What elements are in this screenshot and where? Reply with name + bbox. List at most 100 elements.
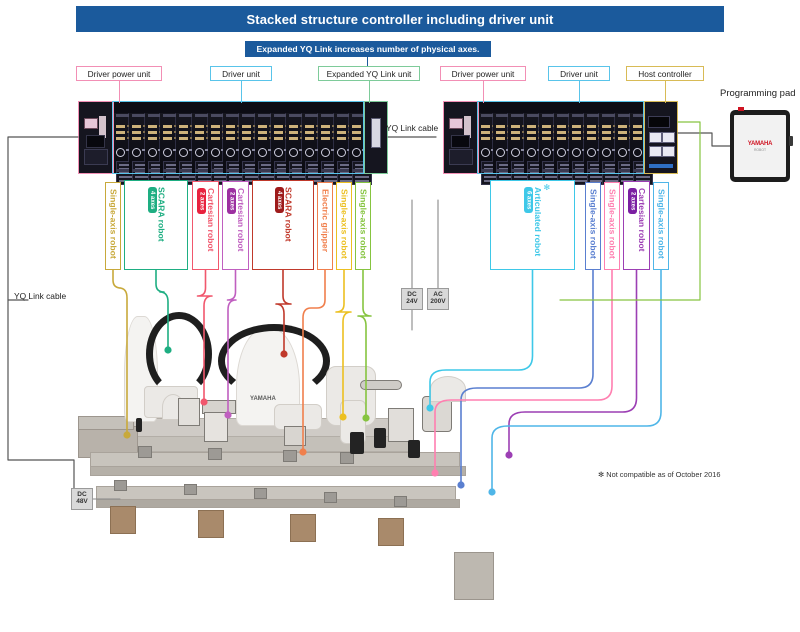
device-label-electric-gripper-left-5[interactable]: Electric gripper [317, 182, 333, 270]
card-footer [526, 169, 545, 172]
power-box-ac200v: AC 200V [427, 288, 449, 310]
card-tag [210, 114, 225, 117]
card-footer [273, 169, 292, 172]
card-rotary-dial[interactable] [511, 148, 521, 157]
callout-stem [241, 81, 242, 103]
card-leds [496, 125, 506, 143]
card-rotary-dial[interactable] [336, 148, 346, 157]
card-tag [511, 114, 526, 117]
card-leds [305, 125, 314, 143]
card-leds [163, 125, 173, 143]
device-label-row: Single-axis robot [588, 189, 598, 259]
card-rotary-dial[interactable] [320, 148, 330, 157]
device-label-scara-robot-left-4[interactable]: SCARA robot 4 axes [252, 180, 314, 270]
card-tag [632, 114, 647, 117]
bracket-expanded-yq-link-unit [364, 101, 388, 174]
card-rotary-dial[interactable] [352, 148, 362, 157]
psu-connector [464, 116, 471, 138]
device-label-single-axis-robot-left-6[interactable]: Single-axis robot [336, 182, 352, 270]
card-tag [336, 114, 351, 117]
card-tag [602, 114, 617, 117]
axis-count-badge: 4 axes [147, 187, 157, 214]
card-rotary-dial[interactable] [273, 148, 283, 157]
device-label-cartesian-robot-left-2[interactable]: Cartesian robot 2 axes [192, 181, 219, 270]
card-leds [273, 125, 283, 143]
card-leds [242, 125, 251, 143]
device-label-row: Single-axis robot [339, 189, 349, 259]
card-rotary-dial[interactable] [179, 148, 188, 157]
card-rotary-dial[interactable] [305, 148, 314, 157]
card-rotary-dial[interactable] [242, 148, 251, 157]
callout-stem [119, 81, 120, 103]
card-leds [526, 125, 536, 143]
card-leds [257, 125, 267, 143]
card-footer [179, 169, 197, 172]
device-label-articulated-robot-right-0[interactable]: Articulated robot 6 axes ✻ [490, 180, 575, 270]
card-tag [481, 114, 495, 117]
callout-stem [579, 81, 580, 103]
card-rotary-dial[interactable] [541, 148, 551, 157]
card-rotary-dial[interactable] [496, 148, 506, 157]
driver-power-unit-module-left [79, 102, 113, 173]
driver-power-unit-module-right [444, 102, 478, 173]
callout-driver-power-unit-right: Driver power unit [440, 66, 526, 81]
card-rotary-dial[interactable] [116, 148, 125, 157]
bracket-driver-power-unit-right [443, 101, 479, 174]
psu-terminal-block [449, 149, 473, 165]
card-rotary-dial[interactable] [131, 148, 141, 157]
callout-label: Host controller [638, 68, 692, 79]
card-rotary-dial[interactable] [526, 148, 536, 157]
device-name-text: SCARA robot [156, 187, 167, 242]
card-leds [289, 125, 299, 143]
card-leds [194, 125, 204, 143]
device-name-text: Cartesian robot [636, 188, 647, 252]
card-rotary-dial[interactable] [147, 148, 157, 157]
device-label-row: Cartesian robot 2 axes [627, 188, 647, 252]
device-label-row: SCARA robot 4 axes [147, 187, 166, 242]
card-rotary-dial[interactable] [194, 148, 204, 157]
bracket-driver-unit-right [477, 101, 644, 174]
psu-display [449, 118, 463, 129]
card-tag [194, 114, 209, 117]
pad-side-button[interactable] [789, 136, 793, 146]
device-name-text: Articulated robot [532, 187, 543, 257]
footnote-asterisk: ✻ [543, 183, 551, 192]
subtitle-stem [367, 57, 368, 71]
card-rotary-dial[interactable] [289, 148, 299, 157]
callout-stem [665, 81, 666, 103]
pad-screen[interactable]: YAMAHA ROBOT [734, 115, 786, 177]
card-rotary-dial[interactable] [226, 148, 236, 157]
device-label-cartesian-robot-right-3[interactable]: Cartesian robot 2 axes [623, 181, 650, 270]
device-label-row: Single-axis robot [108, 189, 118, 259]
card-footer [481, 169, 499, 172]
card-rotary-dial[interactable] [210, 148, 220, 157]
card-tag [226, 114, 241, 117]
card-tag [116, 114, 130, 117]
device-label-scara-robot-left-1[interactable]: SCARA robot 4 axes [124, 180, 188, 270]
device-label-single-axis-robot-left-0[interactable]: Single-axis robot [105, 182, 121, 270]
card-rotary-dial[interactable] [257, 148, 267, 157]
callout-label: Driver unit [222, 68, 260, 79]
device-label-single-axis-robot-right-2[interactable]: Single-axis robot [604, 182, 620, 270]
card-tag [617, 114, 632, 117]
card-leds [179, 125, 188, 143]
device-name-text: Single-axis robot [358, 189, 369, 259]
card-footer [226, 169, 245, 172]
card-footer [257, 169, 276, 172]
device-label-single-axis-robot-right-1[interactable]: Single-axis robot [585, 182, 601, 270]
yamaha-logo-subtext: ROBOT [753, 147, 767, 152]
card-footer [336, 169, 355, 172]
card-rotary-dial[interactable] [481, 148, 490, 157]
card-tag [242, 114, 256, 117]
card-rotary-dial[interactable] [163, 148, 173, 157]
device-label-single-axis-robot-left-7[interactable]: Single-axis robot [355, 182, 371, 270]
card-footer [116, 169, 134, 172]
card-leds [226, 125, 236, 143]
device-label-single-axis-robot-right-4[interactable]: Single-axis robot [653, 182, 669, 270]
device-label-cartesian-robot-left-3[interactable]: Cartesian robot 2 axes [222, 181, 249, 270]
yamaha-logo: YAMAHA [747, 140, 773, 147]
card-footer [352, 169, 371, 172]
card-footer [496, 169, 515, 172]
power-box-dc24v: DC 24V [401, 288, 423, 310]
yq-link-cable-label-left: YQ Link cable [14, 291, 67, 301]
